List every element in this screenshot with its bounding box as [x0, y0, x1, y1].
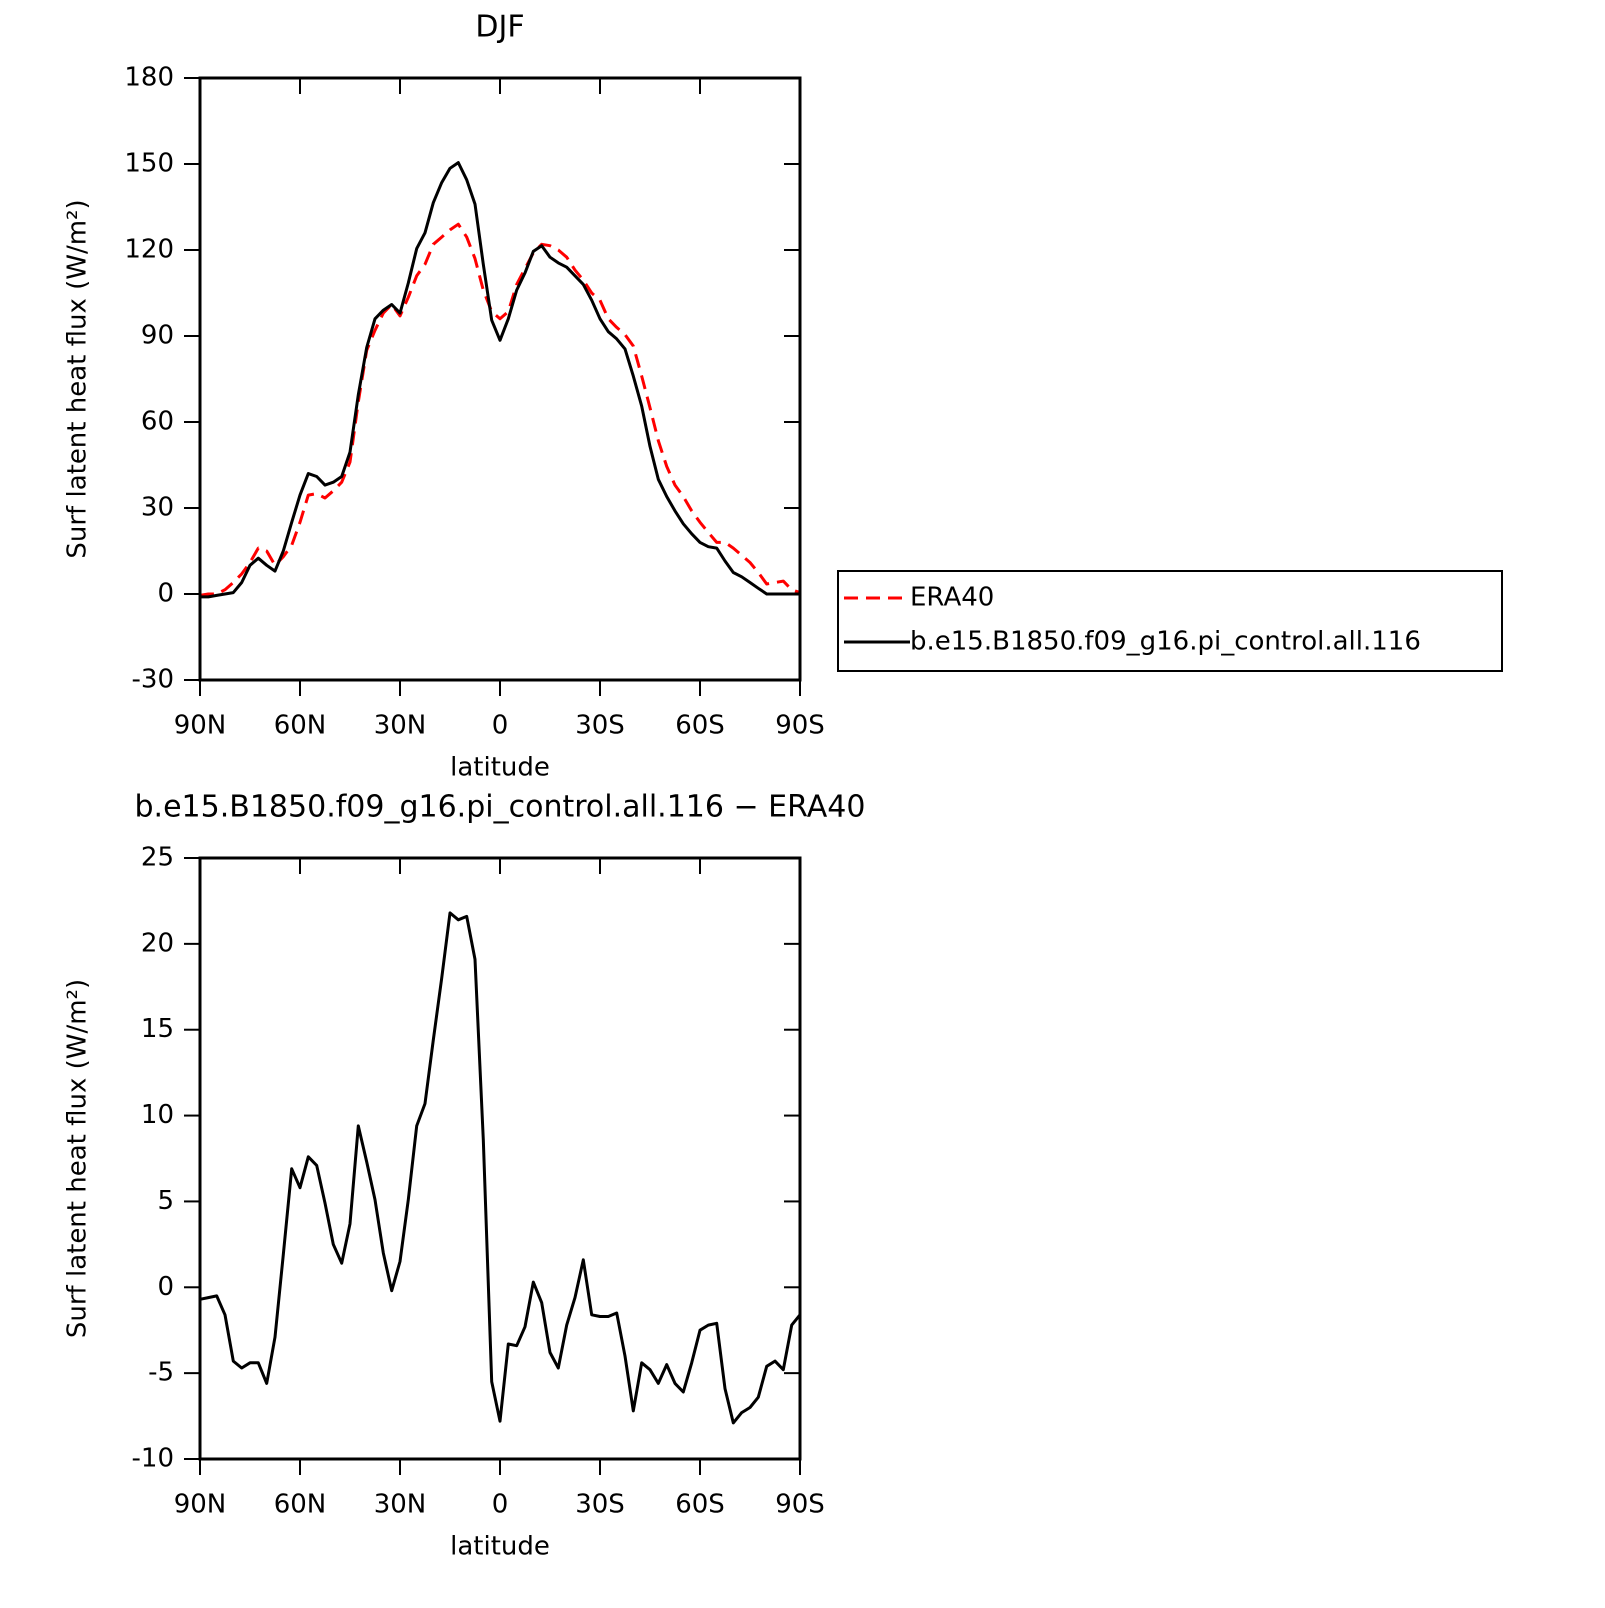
chart-title: b.e15.B1850.f09_g16.pi_control.all.116 −…: [135, 790, 866, 825]
plot-frame: [198, 856, 802, 1461]
x-tick-label: 90S: [775, 711, 825, 741]
y-tick-label: 25: [141, 843, 174, 873]
x-axis-label: latitude: [450, 1532, 550, 1562]
y-tick-label: 15: [141, 1014, 174, 1044]
y-tick-label: 0: [157, 579, 174, 609]
x-tick-label: 90S: [775, 1490, 825, 1520]
data-line: [199, 911, 802, 1425]
x-tick-label: 30S: [575, 711, 625, 741]
y-axis-label: Surf latent heat flux (W/m²): [63, 199, 93, 558]
y-tick-label: -10: [132, 1444, 174, 1474]
x-tick-label: 60S: [675, 1490, 725, 1520]
y-tick-label: 60: [141, 407, 174, 437]
x-tick-label: 0: [492, 711, 509, 741]
legend-label: b.e15.B1850.f09_g16.pi_control.all.116: [910, 627, 1421, 657]
y-axis-label: Surf latent heat flux (W/m²): [63, 979, 93, 1338]
y-tick-label: 0: [157, 1272, 174, 1302]
legend-label: ERA40: [910, 583, 994, 613]
data-line: [199, 222, 801, 597]
x-tick-label: 30S: [575, 1490, 625, 1520]
y-tick-label: 30: [141, 493, 174, 523]
x-tick-label: 30N: [374, 711, 427, 741]
y-tick-label: 5: [157, 1186, 174, 1216]
x-tick-label: 0: [492, 1490, 509, 1520]
y-tick-label: -30: [132, 665, 174, 695]
legend-box: [837, 570, 1503, 672]
x-tick-label: 90N: [174, 1490, 227, 1520]
y-tick-label: 20: [141, 928, 174, 958]
y-tick-label: 180: [124, 63, 174, 93]
chart-title: DJF: [475, 10, 524, 45]
data-line: [200, 161, 800, 599]
x-tick-label: 90N: [174, 711, 227, 741]
x-tick-label: 30N: [374, 1490, 427, 1520]
y-tick-label: -5: [148, 1358, 174, 1388]
x-tick-label: 60N: [274, 1490, 327, 1520]
x-tick-label: 60S: [675, 711, 725, 741]
x-axis-label: latitude: [450, 753, 550, 783]
plot-frame: [198, 76, 802, 682]
y-tick-label: 10: [141, 1100, 174, 1130]
x-tick-label: 60N: [274, 711, 327, 741]
y-tick-label: 150: [124, 149, 174, 179]
y-tick-label: 120: [124, 235, 174, 265]
y-tick-label: 90: [141, 321, 174, 351]
